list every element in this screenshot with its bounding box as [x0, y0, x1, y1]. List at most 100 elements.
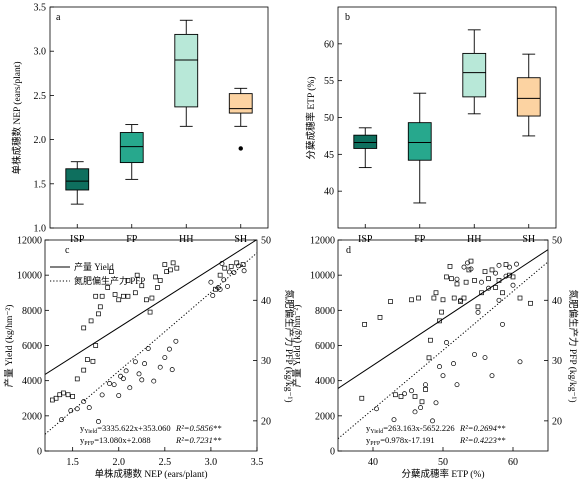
pfp-point	[391, 417, 397, 423]
yield-point	[482, 269, 488, 274]
yield-point	[463, 279, 469, 285]
yield-point	[155, 285, 160, 290]
panel-d-ylabel: 产量 Yield (kg/hm⁻²)	[291, 305, 303, 388]
pfp-point	[210, 293, 216, 298]
pfp-point	[96, 419, 101, 424]
panel-d-eq-yield: yYield=263.163x-5652.226	[366, 423, 455, 435]
yield-point	[433, 290, 439, 296]
panel-d-fits	[338, 249, 548, 440]
pfp-point	[472, 352, 477, 357]
pfp-point	[68, 408, 74, 414]
pfp-point	[496, 297, 502, 303]
panel-a-frame	[49, 6, 269, 229]
y2-tick-label: 40	[261, 296, 271, 307]
panel-b-ylabel: 分蘖成穗率 ETP (%)	[305, 76, 317, 159]
yield-point	[93, 343, 99, 348]
panel-d-points	[359, 258, 533, 424]
pfp-point	[510, 282, 516, 288]
yield-point	[81, 367, 87, 373]
yield-fit-line	[45, 240, 257, 375]
pfp-point	[132, 359, 138, 365]
y-tick-label: 45	[324, 150, 334, 161]
x-tick-label: 1.5	[66, 457, 79, 468]
pfp-point	[444, 340, 449, 345]
yield-point	[437, 318, 442, 324]
yield-point	[493, 285, 498, 290]
pfp-point	[430, 418, 435, 424]
yield-point	[74, 376, 80, 382]
yield-point	[97, 304, 103, 310]
pfp-point	[107, 381, 112, 386]
panel-a-ylabel: 单株成穗数 NEP (ears/plant)	[11, 61, 23, 174]
yield-point	[147, 309, 153, 315]
yield-point	[153, 274, 158, 280]
pfp-point	[157, 364, 163, 370]
x-tick-label: SH	[234, 234, 247, 245]
box-body	[516, 77, 541, 117]
y-tick-label: 4000	[315, 376, 335, 387]
pfp-point	[451, 361, 456, 367]
pfp-point	[173, 338, 179, 344]
pfp-point	[468, 266, 474, 272]
yield-point	[449, 276, 454, 282]
yield-point	[454, 281, 460, 287]
panel-c-y2label: 氮肥偏生产力 PFP (kg/kg⁻¹)	[283, 289, 295, 402]
y-tick-label: 4000	[22, 376, 42, 387]
panel-c-eq-pfp: yPFP=13.080x+2.088	[80, 435, 151, 447]
pfp-point	[111, 382, 117, 388]
yield-point	[419, 399, 425, 405]
panel-c-xlabel: 单株成穗数 NEP (ears/plant)	[94, 468, 207, 480]
x-tick-label: HH	[467, 234, 481, 245]
yield-point	[475, 304, 481, 310]
yield-point	[93, 293, 99, 299]
panel-a-letter: a	[56, 12, 61, 23]
panel-d-y2label: 氮肥偏生产力 PFP (kg/kg⁻¹)	[567, 289, 579, 402]
yield-point	[416, 295, 421, 301]
yield-point	[116, 297, 122, 303]
panel-d-r2-yield: R²=0.2694**	[459, 423, 506, 433]
x-tick-label: 3.5	[251, 457, 264, 468]
yield-point	[377, 315, 383, 320]
y-tick-label: 0	[330, 447, 335, 458]
pfp-point	[127, 385, 133, 391]
panel-d-xlabel: 分蘖成穗率 ETP (%)	[401, 468, 484, 480]
yield-point	[517, 295, 523, 301]
yield-point	[96, 311, 101, 317]
yield-point	[149, 295, 155, 301]
pfp-point	[440, 373, 446, 379]
y-tick-label: 10000	[17, 271, 42, 282]
yield-point	[412, 394, 418, 399]
pfp-point	[465, 260, 470, 266]
yield-point	[393, 392, 398, 398]
box-outlier	[238, 146, 243, 151]
y-tick-label: 3.0	[34, 47, 47, 58]
yield-point	[174, 265, 180, 271]
y-tick-label: 1.5	[34, 179, 47, 190]
yield-point	[510, 274, 516, 280]
panel-b-frame	[337, 6, 557, 229]
yield-point	[53, 395, 59, 401]
yield-point	[362, 322, 367, 327]
panel-d: d 产量 Yield (kg/hm⁻²) 氮肥偏生产力 PFP (kg/kg⁻¹…	[291, 236, 579, 481]
pfp-point	[374, 406, 379, 412]
y2-tick-label: 40	[552, 296, 562, 307]
pfp-point	[458, 297, 463, 303]
pfp-point	[59, 417, 65, 423]
yield-point	[170, 260, 176, 266]
yield-point	[120, 293, 126, 299]
x-tick-label: FP	[414, 234, 426, 245]
x-tick-label: 60	[508, 457, 518, 468]
yield-point	[431, 295, 437, 301]
panel-b: b 分蘖成穗率 ETP (%) 40 45 50 55 60 ISP FP HH SH	[305, 6, 557, 245]
box-body	[174, 33, 199, 108]
panel-a-yticks: 1.0 1.5 2.0 2.5 3.0 3.5	[34, 3, 54, 235]
yield-point	[423, 387, 428, 392]
pfp-point	[226, 269, 232, 275]
panel-b-yticks: 40 45 50 55 60	[324, 39, 342, 198]
yield-point	[240, 262, 246, 267]
y-tick-label: 12000	[17, 236, 42, 247]
yield-point	[486, 276, 491, 282]
x-tick-label: 2.0	[112, 457, 125, 468]
pfp-point	[517, 359, 523, 365]
y-tick-label: 55	[324, 76, 334, 87]
